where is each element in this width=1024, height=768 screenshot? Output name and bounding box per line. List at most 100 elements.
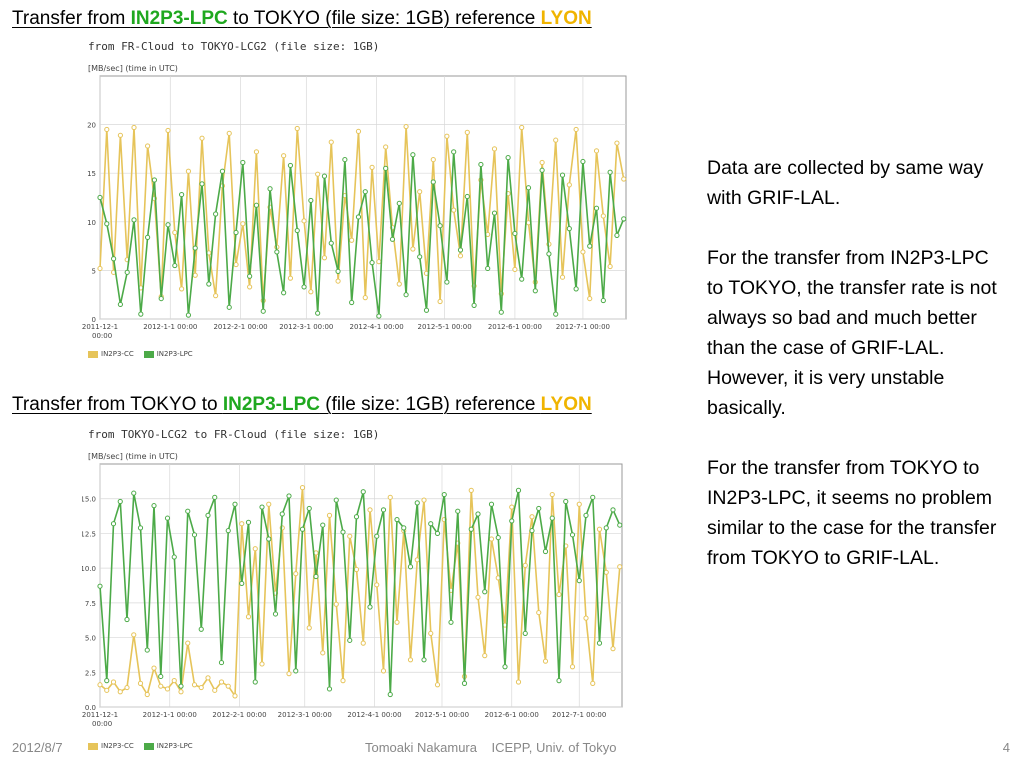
y-tick-label: 20 xyxy=(87,122,96,130)
data-point-in2p3-cc xyxy=(583,615,589,621)
x-tick-label: 2012-4-1 00:00 xyxy=(347,711,401,719)
data-point-in2p3-lpc xyxy=(482,589,488,595)
data-point-in2p3-cc xyxy=(178,689,184,695)
data-point-in2p3-cc xyxy=(131,124,137,131)
data-point-in2p3-cc xyxy=(328,139,334,145)
data-point-in2p3-cc xyxy=(335,278,341,284)
data-point-in2p3-cc xyxy=(281,153,287,159)
y-tick-label: 0.0 xyxy=(85,704,96,712)
data-point-in2p3-lpc xyxy=(301,284,307,290)
data-point-in2p3-lpc xyxy=(583,512,589,518)
data-point-in2p3-cc xyxy=(367,507,373,513)
data-point-in2p3-lpc xyxy=(421,657,427,663)
data-point-in2p3-cc xyxy=(621,176,627,182)
data-point-in2p3-cc xyxy=(590,680,596,686)
x-tick-label: 2012-6-1 00:00 xyxy=(488,323,542,331)
data-point-in2p3-cc xyxy=(414,557,420,563)
data-point-in2p3-lpc xyxy=(580,158,586,165)
data-point-in2p3-lpc xyxy=(401,525,407,531)
data-point-in2p3-cc xyxy=(488,536,495,542)
data-point-in2p3-cc xyxy=(428,630,434,637)
y-tick-label: 2.5 xyxy=(85,669,96,677)
series-line-in2p3-lpc xyxy=(99,151,625,317)
x-tick-label: 2012-1-1 00:00 xyxy=(143,323,197,331)
data-point-in2p3-lpc xyxy=(226,304,232,310)
data-point-in2p3-lpc xyxy=(505,155,511,161)
data-point-in2p3-cc xyxy=(164,686,171,692)
data-point-in2p3-lpc xyxy=(607,169,613,175)
data-point-in2p3-lpc xyxy=(212,494,218,500)
data-point-in2p3-cc xyxy=(198,684,204,691)
data-point-in2p3-lpc xyxy=(347,637,353,643)
data-point-in2p3-cc xyxy=(191,682,198,688)
legend-swatch-in2p3-lpc xyxy=(143,350,154,358)
y-tick-label: 7.5 xyxy=(85,600,96,608)
data-point-in2p3-cc xyxy=(600,213,606,219)
data-point-in2p3-lpc xyxy=(240,159,246,166)
data-point-in2p3-lpc xyxy=(225,528,231,534)
data-point-in2p3-cc xyxy=(333,601,339,607)
data-point-in2p3-cc xyxy=(407,657,414,663)
data-point-in2p3-cc xyxy=(596,526,603,532)
data-point-in2p3-lpc xyxy=(430,179,436,185)
y-tick-label: 0 xyxy=(92,316,96,324)
data-point-in2p3-lpc xyxy=(171,554,177,560)
data-point-in2p3-lpc xyxy=(326,686,333,692)
legend-item-in2p3-lpc: IN2P3-LPC xyxy=(143,742,193,750)
x-tick-label: 2012-3-1 00:00 xyxy=(279,323,333,331)
data-point-in2p3-cc xyxy=(522,562,528,568)
data-point-in2p3-lpc xyxy=(321,173,328,179)
data-point-in2p3-cc xyxy=(536,609,542,616)
data-point-in2p3-lpc xyxy=(151,503,157,509)
data-point-in2p3-lpc xyxy=(414,500,420,506)
data-point-in2p3-cc xyxy=(226,130,232,136)
data-point-in2p3-lpc xyxy=(387,691,393,698)
data-point-in2p3-lpc xyxy=(117,498,123,505)
data-point-in2p3-lpc xyxy=(448,619,454,625)
data-point-in2p3-lpc xyxy=(247,273,253,279)
data-point-in2p3-cc xyxy=(144,691,150,698)
data-point-in2p3-lpc xyxy=(509,518,515,524)
data-point-in2p3-lpc xyxy=(461,680,468,686)
data-point-in2p3-cc xyxy=(607,263,613,270)
data-point-in2p3-lpc xyxy=(428,521,434,527)
data-point-in2p3-cc xyxy=(491,146,498,152)
data-point-in2p3-lpc xyxy=(423,307,430,313)
data-point-in2p3-lpc xyxy=(621,216,627,222)
data-point-in2p3-lpc xyxy=(267,186,273,192)
data-point-in2p3-cc xyxy=(347,533,353,539)
x-tick-label: 2012-2-1 00:00 xyxy=(213,323,267,331)
data-point-in2p3-lpc xyxy=(464,193,470,200)
data-point-in2p3-lpc xyxy=(185,508,191,514)
data-point-in2p3-cc xyxy=(165,127,171,134)
data-point-in2p3-lpc xyxy=(274,249,280,255)
data-point-in2p3-cc xyxy=(287,275,294,281)
data-point-in2p3-cc xyxy=(266,501,272,507)
data-point-in2p3-cc xyxy=(468,487,474,493)
data-point-in2p3-lpc xyxy=(232,501,238,507)
data-point-in2p3-cc xyxy=(117,132,124,138)
data-point-in2p3-lpc xyxy=(491,210,498,216)
data-point-in2p3-lpc xyxy=(335,268,341,274)
x-tick-label-secondary: 00:00 xyxy=(92,720,112,728)
data-point-in2p3-cc xyxy=(179,286,185,292)
data-point-in2p3-cc xyxy=(451,207,457,213)
data-point-in2p3-lpc xyxy=(525,185,532,191)
x-tick-label: 2012-7-1 00:00 xyxy=(552,711,606,719)
data-point-in2p3-lpc xyxy=(498,309,504,315)
data-point-in2p3-cc xyxy=(97,265,103,272)
data-point-in2p3-cc xyxy=(396,281,402,287)
data-point-in2p3-cc xyxy=(610,646,616,652)
data-point-in2p3-cc xyxy=(239,521,245,527)
data-point-in2p3-lpc xyxy=(437,223,443,229)
data-point-in2p3-lpc xyxy=(549,515,555,521)
data-point-in2p3-cc xyxy=(315,171,321,177)
x-tick-label: 2012-6-1 00:00 xyxy=(485,711,539,719)
x-tick-label: 2012-5-1 00:00 xyxy=(418,323,472,331)
data-point-in2p3-cc xyxy=(172,229,178,236)
legend-swatch-in2p3-cc xyxy=(88,350,98,358)
data-point-in2p3-lpc xyxy=(306,505,312,512)
data-point-in2p3-lpc xyxy=(596,640,603,646)
legend-item-in2p3-cc: IN2P3-CC xyxy=(88,350,134,358)
data-point-in2p3-lpc xyxy=(502,664,508,670)
